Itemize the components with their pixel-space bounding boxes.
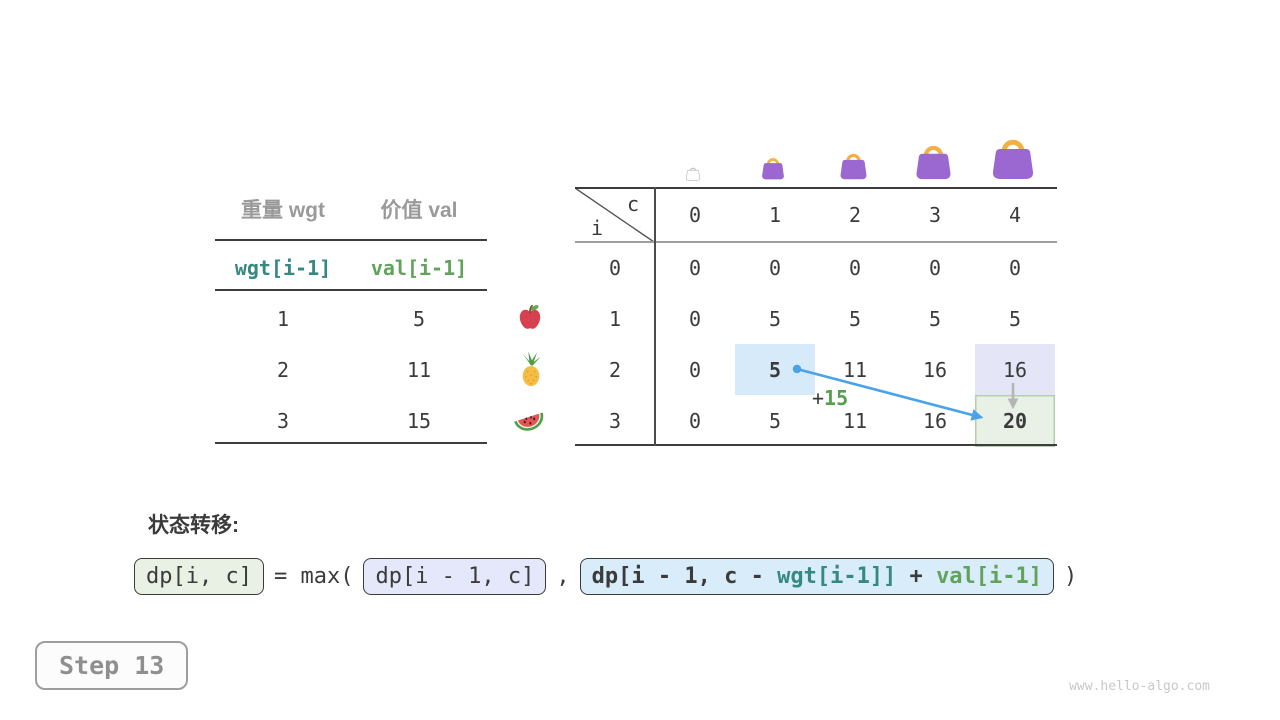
dp-cell-above-highlight: 16 bbox=[975, 344, 1055, 395]
bag-capacity-0-icon bbox=[685, 167, 701, 181]
items-table-line-mid bbox=[215, 289, 487, 291]
apple-icon bbox=[519, 304, 541, 329]
items-header-wgt: 重量 wgt bbox=[241, 199, 325, 222]
items-table-row-3: 3 15 bbox=[215, 408, 487, 434]
dp-col-header: 1 bbox=[768, 203, 782, 227]
dp-table-line-header bbox=[575, 241, 1057, 243]
item-wgt-cell: 3 bbox=[276, 409, 290, 433]
wgt-formula-cell: wgt[i-1] bbox=[234, 256, 332, 280]
formula-option2: dp[i - 1, c - wgt[i-1]] + val[i-1] bbox=[579, 558, 1055, 595]
bag-capacity-2-icon bbox=[840, 153, 867, 180]
row-variable-label: i bbox=[591, 216, 604, 240]
dp-cell: 5 bbox=[1008, 306, 1022, 331]
dp-table-line-vertical bbox=[654, 187, 656, 446]
formula-option2-plus: + bbox=[896, 564, 937, 589]
dp-cell: 0 bbox=[928, 255, 942, 280]
formula-comma: , bbox=[556, 564, 570, 589]
formula-lhs: dp[i, c] bbox=[134, 558, 264, 595]
dp-cell: 5 bbox=[848, 306, 862, 331]
items-table-header: 重量 wgt 价值 val bbox=[215, 196, 487, 222]
dp-cell: 0 bbox=[688, 357, 702, 382]
dp-cell: 5 bbox=[768, 306, 782, 331]
dp-table-line-bottom bbox=[575, 444, 1057, 446]
dp-cell: 16 bbox=[922, 357, 948, 382]
dp-table-line-top bbox=[575, 187, 1057, 189]
bag-capacity-1-icon bbox=[762, 158, 784, 180]
items-table-line-bottom bbox=[215, 442, 487, 444]
dp-cell: 16 bbox=[922, 409, 948, 433]
bag-capacity-4-icon bbox=[992, 139, 1034, 179]
col-variable-label: c bbox=[626, 192, 639, 216]
formula-option1: dp[i - 1, c] bbox=[363, 558, 547, 595]
item-val-cell: 5 bbox=[412, 307, 426, 331]
watermark: www.hello-algo.com bbox=[1069, 679, 1210, 694]
dp-col-header: 3 bbox=[928, 203, 942, 227]
dp-cell: 0 bbox=[688, 409, 702, 433]
dp-row-header: 2 bbox=[608, 357, 622, 382]
watermelon-icon bbox=[514, 412, 544, 431]
dp-cell: 0 bbox=[1008, 255, 1022, 280]
dp-cell: 5 bbox=[928, 306, 942, 331]
dp-cell: 0 bbox=[688, 306, 702, 331]
state-transition-formula: dp[i, c] = max( dp[i - 1, c] , dp[i - 1,… bbox=[134, 558, 1077, 595]
corner-diagonal-line bbox=[575, 188, 655, 242]
plus-sign: + bbox=[812, 386, 825, 410]
dp-row-header: 0 bbox=[608, 255, 622, 280]
dp-cell-source-highlight: 5 bbox=[735, 344, 815, 395]
dp-corner-cell: c i bbox=[575, 188, 655, 242]
item-val-cell: 15 bbox=[406, 409, 432, 433]
state-transition-label: 状态转移: bbox=[148, 514, 239, 537]
transition-annotation: +15 bbox=[812, 386, 848, 410]
added-value: 15 bbox=[824, 386, 849, 410]
dp-cell: 0 bbox=[688, 255, 702, 280]
dp-row-header: 3 bbox=[608, 409, 622, 433]
val-formula-cell: val[i-1] bbox=[370, 256, 468, 280]
items-header-val: 价值 val bbox=[380, 199, 458, 222]
dp-cell: 0 bbox=[768, 255, 782, 280]
pineapple-icon bbox=[522, 351, 541, 387]
items-table-line-top bbox=[215, 239, 487, 241]
formula-close-paren: ) bbox=[1064, 564, 1078, 589]
dp-cell: 0 bbox=[848, 255, 862, 280]
bag-capacity-3-icon bbox=[916, 145, 951, 180]
items-table-row-1: 1 5 bbox=[215, 306, 487, 332]
dp-cell: 5 bbox=[768, 409, 782, 433]
dp-row-header: 1 bbox=[608, 306, 622, 331]
dp-col-header: 4 bbox=[1008, 203, 1022, 227]
dp-cell-target-highlight: 20 bbox=[975, 395, 1055, 447]
item-wgt-cell: 2 bbox=[276, 358, 290, 382]
dp-col-header: 0 bbox=[688, 203, 702, 227]
items-table-row-2: 2 11 bbox=[215, 357, 487, 383]
item-val-cell: 11 bbox=[406, 358, 432, 382]
formula-option2-val: val[i-1] bbox=[936, 564, 1043, 589]
step-badge: Step 13 bbox=[35, 641, 189, 690]
dp-col-header: 2 bbox=[848, 203, 862, 227]
formula-option2-wgt: wgt[i-1]] bbox=[777, 564, 897, 589]
formula-operator: = max( bbox=[273, 564, 354, 589]
items-table-formula-row: wgt[i-1] val[i-1] bbox=[215, 255, 487, 281]
item-wgt-cell: 1 bbox=[276, 307, 290, 331]
formula-option2-dp: dp[i - 1, c - bbox=[591, 564, 778, 589]
